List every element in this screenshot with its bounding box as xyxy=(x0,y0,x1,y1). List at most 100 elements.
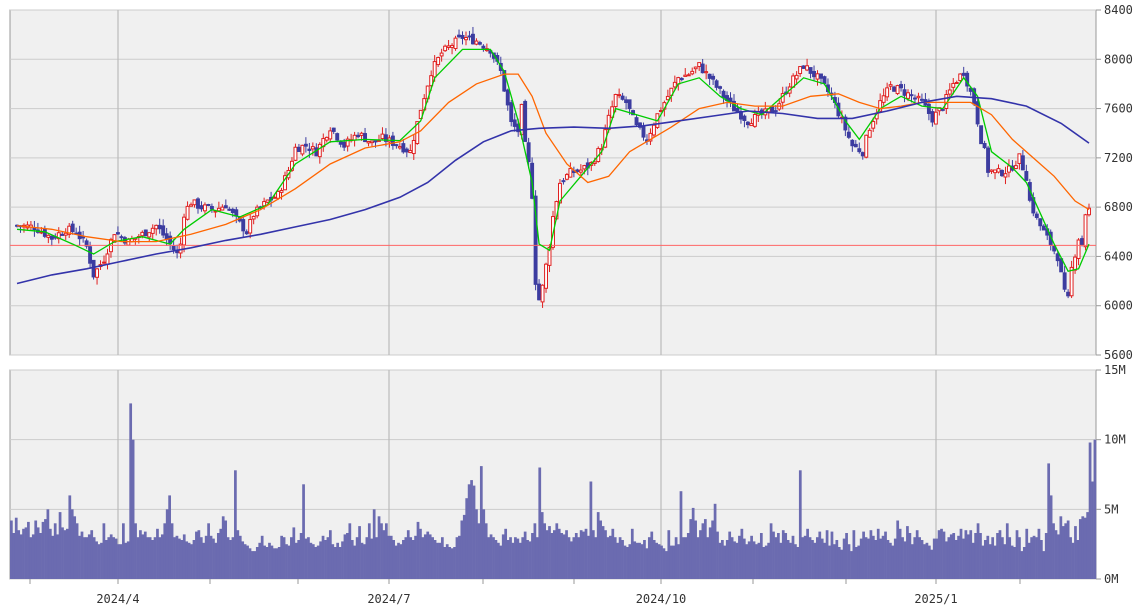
candle-body xyxy=(265,199,270,203)
volume-bar xyxy=(404,537,408,579)
volume-bar xyxy=(1003,544,1007,579)
volume-bar xyxy=(691,507,695,579)
candle-body xyxy=(477,42,482,45)
volume-bar xyxy=(979,533,982,579)
volume-bar xyxy=(243,544,247,579)
volume-bar xyxy=(299,533,303,579)
volume-bar xyxy=(854,547,858,579)
volume-bar xyxy=(645,548,649,579)
candle-body xyxy=(446,45,451,48)
volume-bar xyxy=(360,542,364,579)
volume-bar xyxy=(898,528,902,579)
price-tick-label: 7600 xyxy=(1104,102,1133,116)
volume-bar xyxy=(160,534,164,579)
volume-bar xyxy=(1025,528,1029,579)
candle-body xyxy=(718,86,723,89)
volume-bar xyxy=(915,530,919,579)
ma_short-line xyxy=(16,48,1090,272)
volume-bar xyxy=(107,537,111,579)
volume-bar xyxy=(740,528,744,579)
volume-bar xyxy=(647,537,651,579)
price-tick-label: 7200 xyxy=(1104,151,1133,165)
candle-body xyxy=(982,143,987,149)
candle-body xyxy=(1013,165,1018,169)
candle-body xyxy=(115,232,120,235)
volume-bar xyxy=(433,540,437,579)
volume-bar xyxy=(906,526,909,579)
candle-body xyxy=(345,138,350,147)
candle-body xyxy=(241,219,246,232)
candle-body xyxy=(474,40,479,45)
candle-body xyxy=(1066,291,1071,297)
candle-body xyxy=(926,103,931,114)
volume-bar xyxy=(847,544,851,579)
candle-body xyxy=(638,122,642,128)
volume-bar xyxy=(350,540,354,579)
candle-body xyxy=(808,67,813,74)
volume-bar xyxy=(1037,528,1041,579)
volume-bar xyxy=(363,544,366,579)
candle-body xyxy=(683,74,688,77)
price-lines xyxy=(10,48,1096,285)
candle-body xyxy=(648,132,653,142)
volume-bar xyxy=(862,531,865,579)
volume-bar xyxy=(472,485,476,579)
volume-bar xyxy=(436,542,439,579)
volume-bar xyxy=(815,537,819,579)
volume-bar xyxy=(949,534,953,579)
candle-body xyxy=(533,195,538,285)
candle-body xyxy=(1020,155,1025,171)
candle-body xyxy=(651,124,656,136)
volume-bar xyxy=(596,512,600,579)
candle-body xyxy=(1073,256,1078,271)
volume-bar xyxy=(1091,481,1094,579)
volume-bar xyxy=(158,537,162,579)
candle-body xyxy=(324,136,329,141)
volume-bar xyxy=(864,537,868,579)
volume-bar xyxy=(139,530,142,579)
volume-bar xyxy=(923,544,926,579)
candle-body xyxy=(697,62,702,67)
volume-bar xyxy=(540,512,544,579)
candle-body xyxy=(303,143,308,147)
volume-bar xyxy=(893,538,897,579)
volume-bar xyxy=(723,545,727,579)
volume-bar xyxy=(70,509,74,579)
volume-tick-label: 10M xyxy=(1104,433,1126,447)
volume-bar xyxy=(1015,530,1019,579)
volume-bar xyxy=(358,526,361,579)
volume-bar xyxy=(39,533,42,579)
volume-bar xyxy=(871,535,875,579)
volume-bar xyxy=(538,467,542,579)
candle-body xyxy=(523,100,528,142)
volume-bar xyxy=(195,531,198,579)
candle-body xyxy=(102,261,106,264)
volume-bar xyxy=(470,480,473,579)
volume-bar xyxy=(577,537,581,579)
candle-body xyxy=(359,132,364,136)
candle-body xyxy=(49,235,54,240)
volume-bar xyxy=(947,537,951,579)
candle-body xyxy=(634,117,639,126)
candle-body xyxy=(380,133,385,140)
candle-body xyxy=(1052,245,1057,252)
volume-bar xyxy=(842,538,846,579)
volume-bar xyxy=(1047,463,1051,579)
volume-bar xyxy=(175,535,179,579)
volume-bar xyxy=(63,530,67,579)
volume-bar xyxy=(954,540,958,579)
volume-bar xyxy=(27,521,30,579)
volume-bar xyxy=(465,498,469,579)
volume-bar xyxy=(258,542,262,579)
volume-bar xyxy=(207,523,210,579)
volume-bar xyxy=(102,523,106,579)
volume-bar xyxy=(509,537,512,579)
volume-bar xyxy=(640,544,644,579)
candle-body xyxy=(975,101,980,125)
candle-body xyxy=(88,246,93,264)
volume-bar xyxy=(148,537,152,579)
candle-body xyxy=(853,143,858,148)
volume-bar xyxy=(409,537,413,579)
volume-bar xyxy=(492,537,495,579)
candle-body xyxy=(933,111,938,125)
